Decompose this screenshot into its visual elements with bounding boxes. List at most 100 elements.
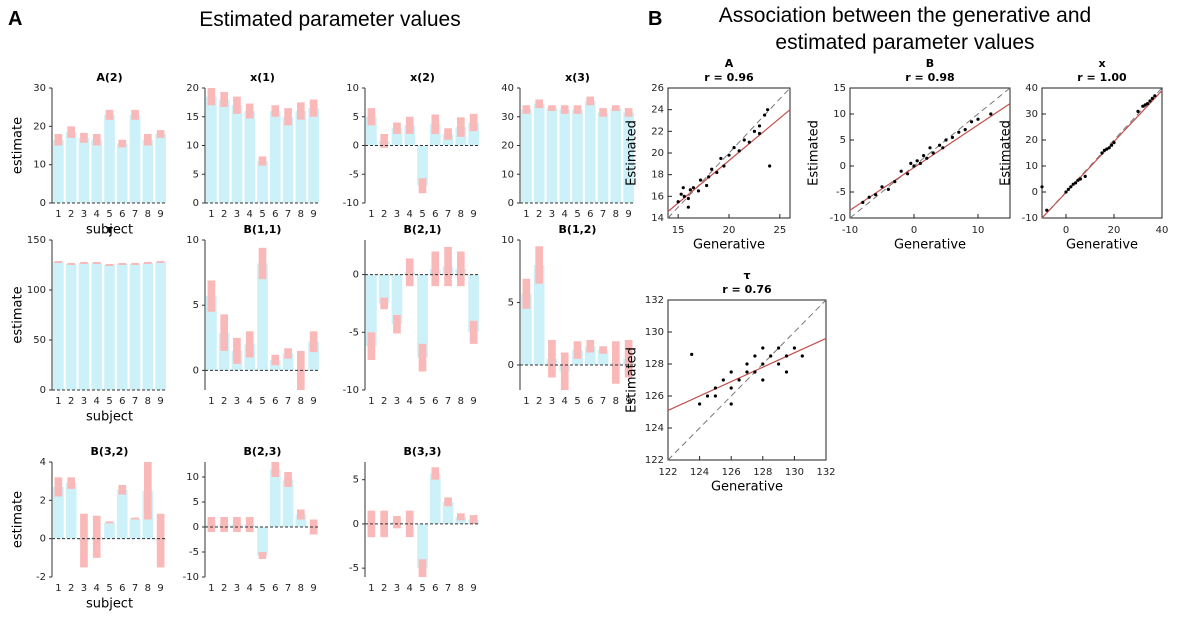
- x-tick-label: 1: [368, 209, 374, 220]
- point: [1136, 109, 1140, 113]
- x-tick-label: 6: [432, 583, 438, 594]
- y-tick-label: 5: [353, 475, 359, 486]
- x-tick-label: 4: [562, 209, 568, 220]
- point: [757, 124, 762, 128]
- point: [1102, 148, 1106, 152]
- x-tick-label: 7: [285, 396, 291, 407]
- y-tick-label: 10: [1025, 161, 1038, 172]
- y-axis-label: Estimated: [999, 120, 1014, 186]
- x-tick-label: 8: [145, 396, 151, 407]
- x-tick-label: 4: [94, 396, 100, 407]
- y-tick-label: 10: [501, 169, 514, 180]
- error-range: [380, 510, 388, 538]
- error-range: [144, 462, 152, 520]
- error-range: [258, 552, 267, 559]
- x-tick-label: 6: [432, 396, 438, 407]
- bar: [269, 469, 281, 527]
- chart-title: τ: [106, 223, 113, 236]
- error-range: [80, 513, 88, 568]
- x-tick-label: 0: [911, 225, 917, 236]
- error-range: [418, 559, 427, 577]
- x-tick-label: 4: [407, 583, 413, 594]
- error-range: [535, 99, 543, 109]
- y-tick-label: -10: [183, 572, 199, 583]
- y-tick-label: 15: [833, 83, 846, 94]
- point: [1107, 146, 1111, 150]
- point: [721, 378, 725, 382]
- error-range: [367, 108, 376, 126]
- y-axis-label: estimate: [11, 286, 26, 343]
- point: [766, 108, 770, 112]
- point: [1066, 187, 1070, 191]
- y-tick-label: 5: [353, 112, 359, 123]
- chart-title: A(2): [96, 71, 122, 84]
- point: [925, 156, 929, 160]
- chart-subtitle: r = 0.98: [905, 71, 954, 84]
- point: [732, 145, 736, 150]
- error-range: [367, 332, 376, 360]
- y-tick-label: 10: [501, 235, 514, 246]
- point: [727, 153, 731, 157]
- x-tick-label: 7: [132, 209, 138, 220]
- error-range: [54, 261, 63, 263]
- x-tick-label: 7: [285, 583, 291, 594]
- x-tick-label: 9: [157, 396, 163, 407]
- error-range: [393, 122, 401, 134]
- bar: [155, 262, 166, 390]
- bar: [308, 341, 319, 371]
- point: [705, 394, 710, 398]
- x-tick-label: 5: [574, 396, 580, 407]
- point: [1064, 190, 1068, 194]
- x-axis-label: Generative: [711, 480, 783, 495]
- point: [861, 200, 865, 204]
- x-axis-label: Generative: [1066, 238, 1138, 253]
- bar: [244, 111, 256, 203]
- error-range: [92, 134, 101, 146]
- x-tick-label: 25: [773, 225, 786, 236]
- bar: [78, 263, 90, 390]
- point: [976, 117, 980, 121]
- point: [747, 140, 751, 144]
- y-tick-label: 10: [346, 83, 359, 94]
- x-tick-label: 1: [208, 209, 214, 220]
- plot-frame: [667, 299, 827, 461]
- error-range: [131, 263, 139, 265]
- point: [707, 175, 711, 179]
- y-axis-label: estimate: [11, 491, 26, 548]
- bar: [559, 109, 571, 203]
- bar: [116, 489, 128, 539]
- chart-title: B(1,2): [559, 223, 597, 236]
- x-axis-label: subject: [86, 410, 133, 425]
- chart-title: B(3,3): [404, 445, 442, 458]
- y-tick-label: 130: [645, 327, 664, 338]
- x-tick-label: 1: [523, 209, 529, 220]
- error-range: [245, 517, 254, 532]
- y-tick-label: 0: [353, 519, 359, 530]
- bar: [391, 128, 403, 146]
- x-tick-label: 5: [106, 209, 112, 220]
- point: [880, 185, 884, 189]
- x-tick-label: 2: [221, 396, 227, 407]
- error-range: [560, 352, 569, 390]
- bar: [610, 108, 622, 203]
- bar: [155, 134, 166, 203]
- y-tick-label: 0: [193, 365, 199, 376]
- bar: [53, 262, 64, 390]
- error-range: [457, 251, 465, 287]
- y-tick-label: 0: [193, 198, 199, 209]
- panel-title: Estimated parameter values: [199, 8, 461, 31]
- point: [719, 156, 723, 161]
- error-range: [233, 96, 241, 114]
- bar: [282, 479, 294, 527]
- bar: [104, 114, 115, 203]
- y-tick-label: -2: [36, 572, 46, 583]
- x-tick-label: 4: [247, 396, 253, 407]
- y-tick-label: -5: [189, 547, 199, 558]
- point: [931, 151, 935, 155]
- bar: [206, 96, 217, 203]
- bar: [142, 263, 154, 390]
- chart-subtitle: r = 1.00: [1077, 71, 1127, 84]
- error-range: [405, 258, 414, 287]
- bar: [129, 114, 141, 203]
- error-range: [207, 88, 216, 106]
